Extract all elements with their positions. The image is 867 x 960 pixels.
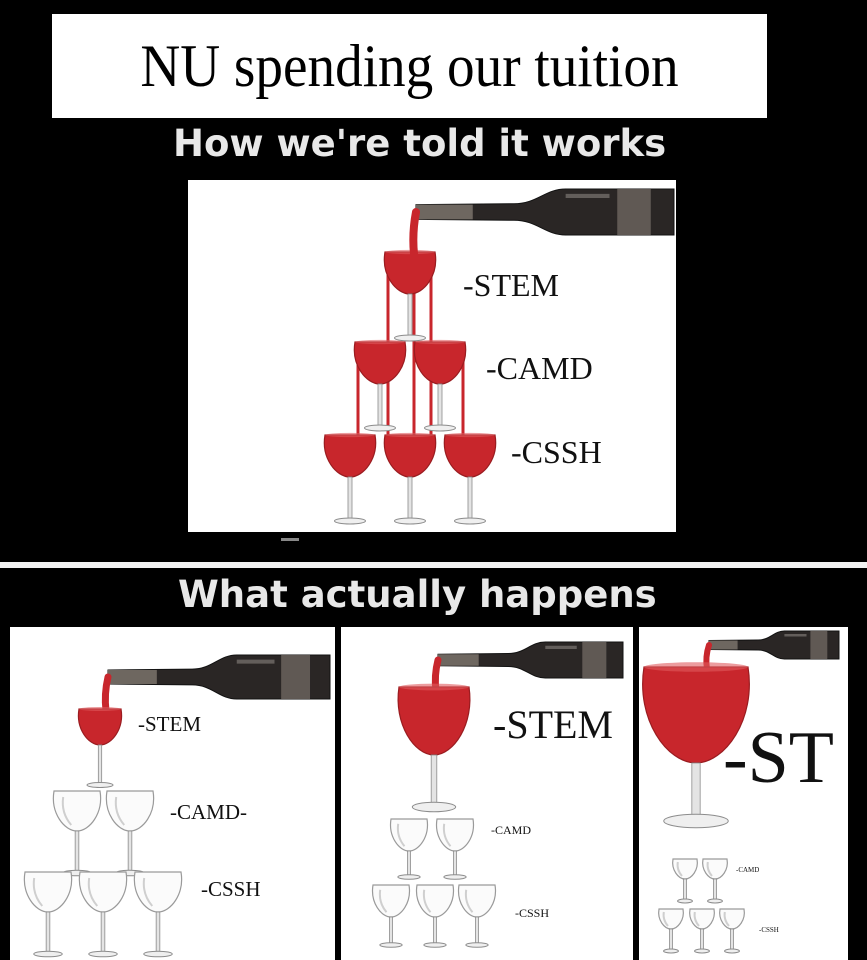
empty-wine-glass <box>133 871 183 958</box>
actual-panel-2: -STEM -CAMD -CSSH <box>341 627 633 960</box>
full-wine-glass <box>443 432 497 525</box>
empty-wine-glass <box>719 908 745 954</box>
empty-wine-glass <box>672 858 698 904</box>
empty-wine-glass <box>23 871 73 958</box>
told-label-cssh: -CSSH <box>511 434 602 470</box>
full-wine-glass <box>77 707 123 789</box>
empty-wine-glass <box>371 884 411 948</box>
wine-stream <box>101 673 112 715</box>
p2-label-stem: -STEM <box>493 702 613 747</box>
empty-wine-glass <box>52 790 102 877</box>
actual-illustration-1: -STEM -CAMD- -CSSH <box>23 654 331 958</box>
p2-label-camd: -CAMD <box>491 823 531 837</box>
empty-wine-glass <box>702 858 728 904</box>
actual-illustration-3: -ST -CAMD -CSSH <box>642 630 840 954</box>
told-label-stem: -STEM <box>463 267 559 303</box>
full-wine-glass <box>413 339 467 432</box>
actual-illustration-2: -STEM -CAMD -CSSH <box>371 641 624 948</box>
empty-wine-glass <box>457 884 497 948</box>
p2-label-cssh: -CSSH <box>515 906 549 920</box>
empty-wine-glass <box>389 818 429 880</box>
divider <box>0 562 867 568</box>
p3-label-cssh: -CSSH <box>759 926 779 934</box>
full-wine-glass <box>383 249 437 342</box>
p1-label-stem: -STEM <box>138 712 201 736</box>
told-panel: -STEM -CAMD -CSSH <box>188 180 676 532</box>
told-illustration: -STEM -CAMD -CSSH <box>323 188 675 525</box>
p3-label-stem: -ST <box>723 717 834 799</box>
wine-bottle <box>415 188 675 236</box>
empty-wine-glass <box>78 871 128 958</box>
p3-label-camd: -CAMD <box>736 866 759 874</box>
full-wine-glass <box>397 683 471 813</box>
full-wine-glass <box>323 432 377 525</box>
wine-stream <box>409 208 420 258</box>
title-banner: NU spending our tuition <box>52 14 767 118</box>
wine-bottle <box>708 630 840 660</box>
full-wine-glass <box>642 662 750 829</box>
small-dash <box>281 538 299 541</box>
p1-label-cssh: -CSSH <box>201 877 261 901</box>
told-label-camd: -CAMD <box>486 350 593 386</box>
top-heading: How we're told it works <box>173 122 667 165</box>
p1-label-camd: -CAMD- <box>170 800 247 824</box>
full-wine-glass <box>353 339 407 432</box>
empty-wine-glass <box>415 884 455 948</box>
full-wine-glass <box>383 432 437 525</box>
actual-panel-1: -STEM -CAMD- -CSSH <box>10 627 335 960</box>
empty-wine-glass <box>435 818 475 880</box>
wine-bottle <box>107 654 331 700</box>
empty-wine-glass <box>689 908 715 954</box>
wine-bottle <box>437 641 624 679</box>
actual-panel-3: -ST -CAMD -CSSH <box>639 627 848 960</box>
bottom-heading: What actually happens <box>178 573 657 616</box>
empty-wine-glass <box>658 908 684 954</box>
meme-title: NU spending our tuition <box>140 32 679 99</box>
empty-wine-glass <box>105 790 155 877</box>
